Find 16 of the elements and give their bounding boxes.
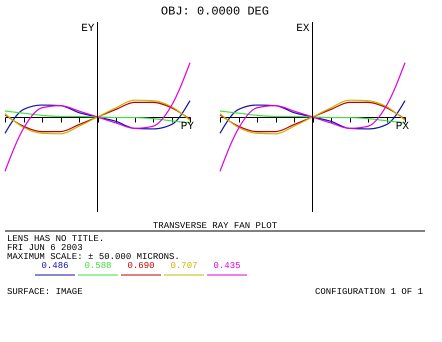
text: FRI JUN 6 2003 [7,243,83,253]
text: OBJ: 0.0000 DEG [160,4,269,18]
text: 0.588 [84,261,112,271]
text: 0.486 [41,261,69,271]
text: SURFACE: IMAGE [7,287,83,297]
y-axis-title: EX [296,23,310,35]
text: TRANSVERSE RAY FAN PLOT [152,221,278,231]
x-axis-title: PX [396,121,410,133]
y-axis-title: EY [81,23,95,35]
text: 0.435 [213,261,241,271]
text: 0.707 [170,261,198,271]
text: MAXIMUM SCALE: ± 50.000 MICRONS. [7,252,180,262]
text: CONFIGURATION 1 OF 1 [314,287,423,297]
text: 0.690 [127,261,155,271]
x-axis-title: PY [180,121,194,133]
text: LENS HAS NO TITLE. [7,234,104,244]
